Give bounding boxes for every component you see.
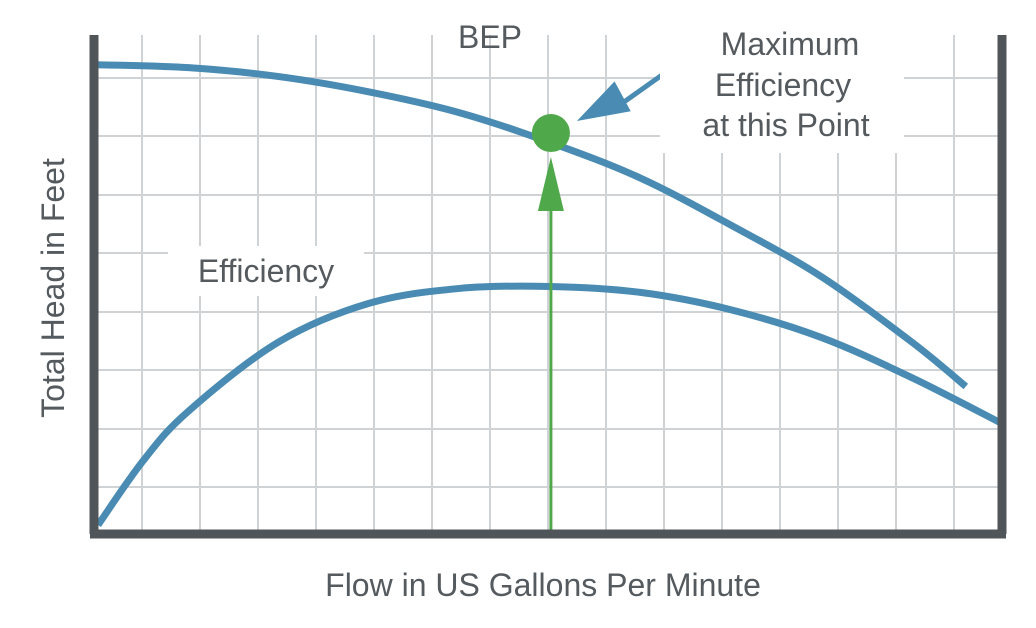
bep-markers xyxy=(531,72,664,530)
bep-arrowhead xyxy=(537,157,564,212)
efficiency-label: Efficiency xyxy=(198,253,334,289)
axes-frame xyxy=(89,35,1007,539)
y-axis-label: Total Head in Feet xyxy=(35,158,71,418)
annotation-arrowhead xyxy=(576,81,631,122)
max-efficiency-annotation: Maximum Efficiency at this Point xyxy=(660,25,904,153)
max-efficiency-line-3: at this Point xyxy=(702,107,869,143)
x-axis-label: Flow in US Gallons Per Minute xyxy=(325,567,761,603)
efficiency-curve-line xyxy=(95,282,1004,528)
efficiency-label-group: Efficiency xyxy=(168,246,364,296)
max-efficiency-line-2: Efficiency xyxy=(715,67,851,103)
bep-label: BEP xyxy=(458,19,522,55)
max-efficiency-line-1: Maximum xyxy=(721,26,860,62)
bep-point xyxy=(531,114,570,153)
